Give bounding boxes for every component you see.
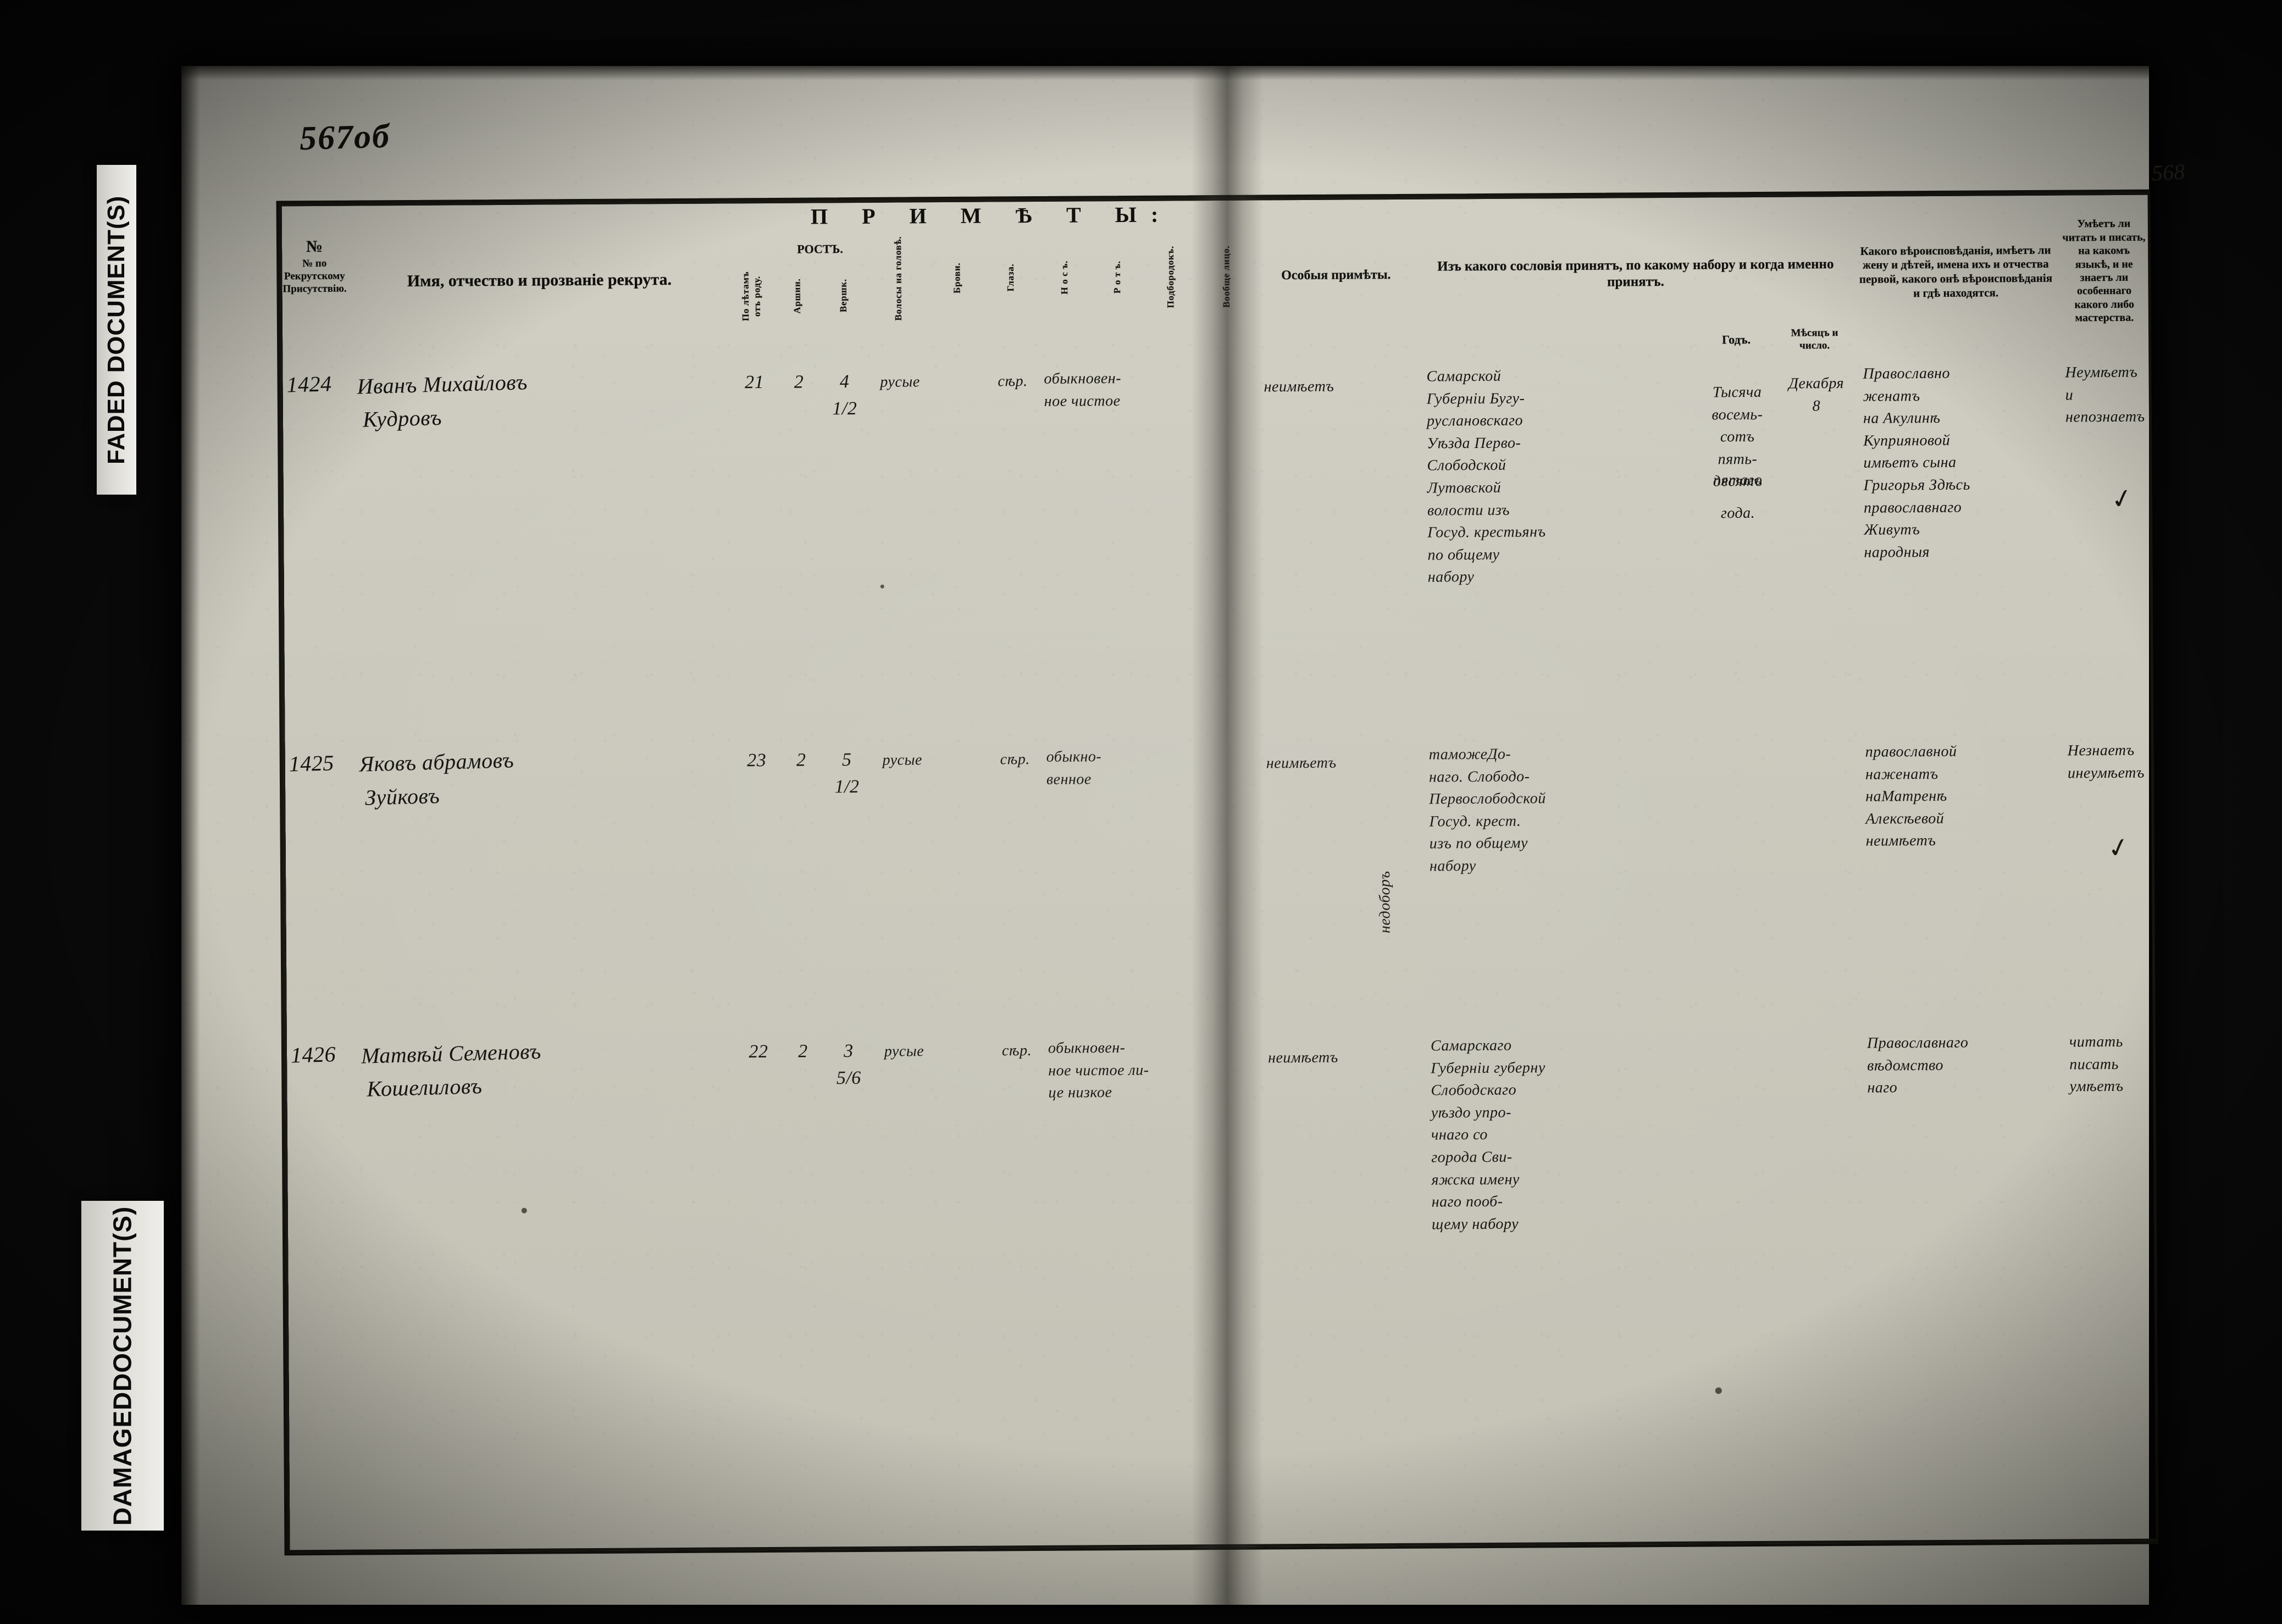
header-col-vershok: Вершк. (838, 279, 849, 313)
row-religion-3: Православнаго вѣдомство наго (1866, 1034, 1969, 1096)
row-eyes-2: сѣр. (1000, 751, 1030, 768)
row-name-3-line2: Кошелиловъ (366, 1073, 483, 1101)
header-col-brows: Брови. (951, 262, 962, 293)
row-estate-1: Самарской Губерніи Бугу- руслановскаго У… (1426, 367, 1546, 586)
header-col-mouth: Р о т ъ. (1111, 260, 1123, 293)
header-col-estate: Изъ какого сословія принятъ, по какому н… (1437, 256, 1834, 290)
header-col-special-marks: Особыя примѣты. (1281, 268, 1391, 283)
ink-speck-1 (521, 1207, 527, 1213)
row-eyes-1: сѣр. (998, 373, 1028, 390)
header-col-eyes: Глаза. (1005, 263, 1016, 292)
header-col-year: Годъ. (1722, 332, 1751, 346)
header-col-nose: Н о с ъ. (1059, 260, 1070, 295)
row-face-1: обыкновен- ное чистое (1044, 370, 1122, 410)
row-name-2-line2: Зуйковъ (364, 783, 440, 810)
row-literacy-3: читать писать умѣетъ (2069, 1033, 2124, 1095)
header-col-chin: Подбородокъ. (1165, 245, 1176, 308)
row-name-1-line1: Иванъ Михайловъ (357, 369, 528, 399)
row-check-1: ✓ (2108, 483, 2136, 516)
folio-number-right: 568 (2151, 159, 2186, 186)
row-hair-1: русые (880, 373, 920, 391)
row-number-2: 1425 (289, 750, 335, 777)
row-face-2: обыкно- венное (1046, 748, 1102, 788)
printed-year-tail-1: года. (1720, 505, 1755, 522)
row-hair-2: русые (882, 751, 923, 769)
damaged-label-line2: DOCUMENT(S) (108, 1206, 137, 1392)
row-vershok-3: 3 5/6 (836, 1041, 861, 1089)
row-special-marks-1: неимѣетъ (1264, 378, 1334, 396)
row-vershok-1: 4 1/2 (832, 372, 857, 419)
header-col-arshin: Аршин. (791, 278, 802, 314)
row-religion-2: православной наженатъ наМатренѣ Алексѣев… (1865, 742, 1957, 850)
row-religion-1: Православно женатъ на Акулинѣ Куприяново… (1863, 364, 1970, 561)
row-name-3-line1: Матвѣй Семеновъ (361, 1038, 542, 1068)
row-side-note-2: недоборъ (1376, 871, 1394, 934)
ink-speck-2 (1715, 1387, 1722, 1394)
header-col-age: По лѣтамъ отъ роду. (740, 271, 762, 322)
header-col-number: № № по Рекрутскому Присутствію. (283, 237, 347, 295)
row-number-3: 1426 (290, 1041, 336, 1068)
header-col-number-text: № по Рекрутскому Присутствію. (283, 257, 347, 295)
row-name-1-line2: Кудровъ (362, 404, 442, 432)
folio-number-left: 567об (299, 117, 391, 158)
recruit-register-table: № № по Рекрутскому Присутствію. Имя, отч… (276, 189, 2159, 1556)
row-arshin-2: 2 (796, 750, 806, 771)
row-month-2 (1783, 749, 1854, 750)
row-age-1: 21 (744, 372, 765, 393)
header-col-hair: Волосы на головѣ. (893, 236, 904, 321)
header-col-literacy: Умѣетъ ли читать и писать, на какомъ язы… (2062, 218, 2146, 324)
header-group-height: РОСТЪ. (797, 241, 843, 256)
row-age-2: 23 (747, 750, 767, 771)
row-vershok-2: 5 1/2 (834, 750, 860, 797)
top-edge-shadow-left (181, 66, 1226, 80)
left-edge-shadow (181, 66, 200, 1605)
header-col-month: Мѣсяцъ и число. (1791, 326, 1838, 352)
row-year-handwritten-1: пятаго (1713, 471, 1763, 489)
row-face-3: обыкновен- ное чистое ли- це низкое (1048, 1039, 1149, 1102)
row-name-2-line1: Яковъ абрамовъ (359, 747, 514, 777)
header-col-face: Вообще лицо. (1221, 245, 1232, 308)
row-estate-3: Самарскаго Губерніи губерну Слободскаго … (1430, 1037, 1546, 1233)
row-month-1: Декабря 8 (1788, 375, 1845, 414)
header-col-name: Имя, отчество и прозваніе рекрута. (407, 270, 672, 290)
row-number-1: 1424 (286, 371, 333, 397)
faded-document-label: FADED DOCUMENT(S) (97, 165, 136, 495)
row-estate-2: таможеДо- наго. Слободо- Первослободской… (1428, 745, 1546, 875)
row-hair-3: русые (884, 1043, 924, 1060)
row-arshin-1: 2 (794, 372, 804, 392)
row-check-2: ✓ (2104, 832, 2133, 865)
row-special-marks-2: неимѣетъ (1266, 754, 1337, 772)
damaged-document-label: DAMAGED DOCUMENT(S) (81, 1201, 164, 1531)
header-col-religion: Какого вѣроисповѣданія, имѣетъ ли жену и… (1859, 243, 2053, 300)
top-edge-shadow-right (1226, 66, 2149, 80)
header-group-primety: П Р И М Ѣ Т Ы: (810, 201, 1173, 229)
row-literacy-2: Незнаетъ инеумѣетъ (2067, 741, 2145, 782)
row-literacy-1: Неумѣетъ и непознаетъ (2065, 363, 2145, 426)
row-arshin-3: 2 (798, 1041, 808, 1062)
row-special-marks-3: неимѣетъ (1267, 1049, 1338, 1067)
damaged-label-line1: DAMAGED (108, 1391, 137, 1526)
row-age-3: 22 (749, 1041, 768, 1062)
ink-speck-3 (880, 584, 884, 589)
row-month-3 (1785, 1040, 1856, 1041)
row-eyes-3: сѣр. (1001, 1042, 1032, 1060)
